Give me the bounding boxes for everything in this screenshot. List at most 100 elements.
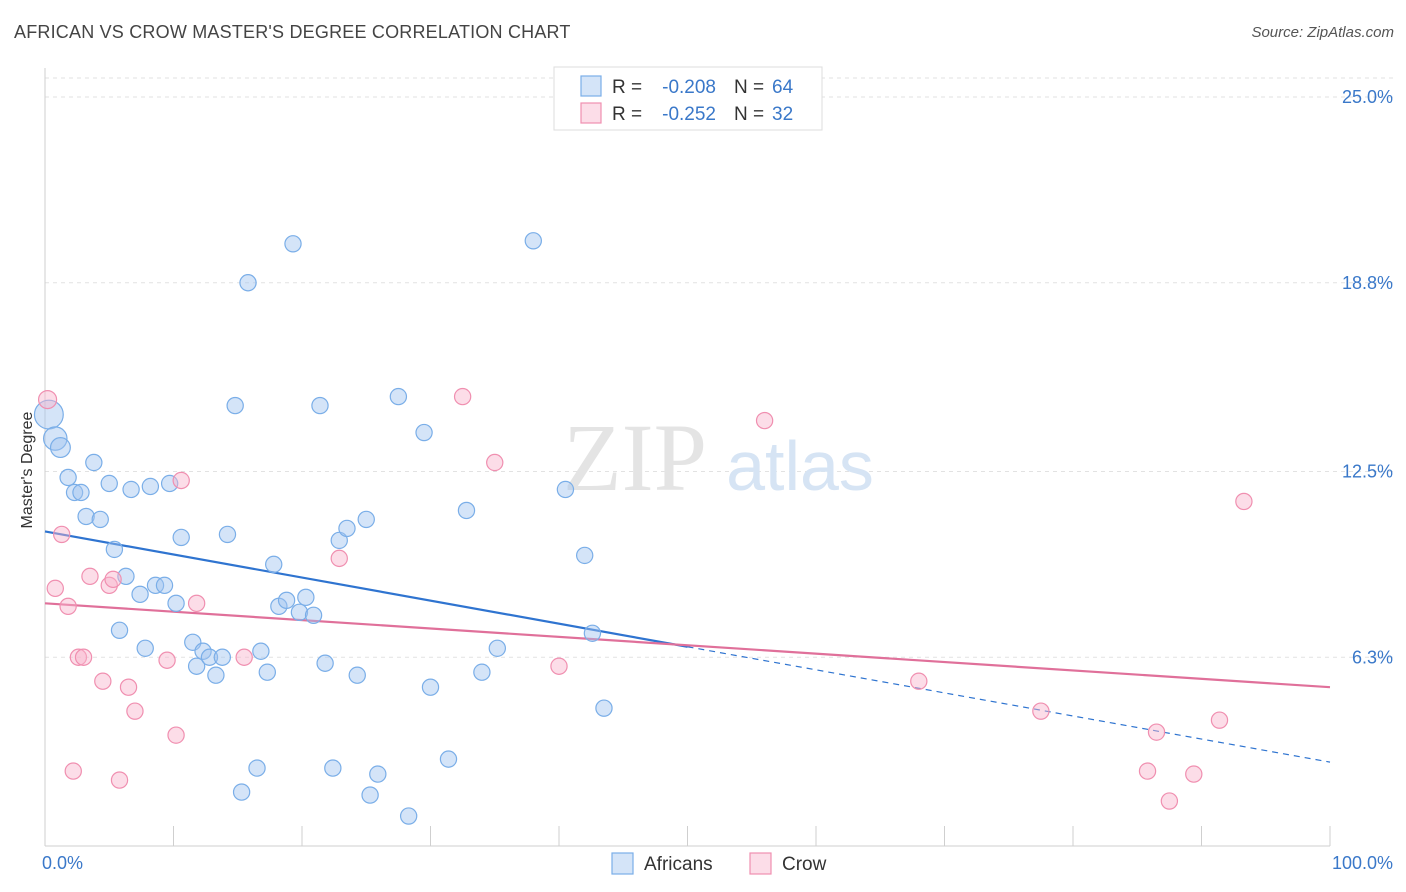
point-africans — [304, 606, 323, 625]
point-crow — [235, 648, 253, 666]
point-crow — [126, 702, 144, 720]
y-tick-label: 6.3% — [1352, 647, 1393, 667]
point-africans — [49, 437, 71, 459]
point-africans — [389, 387, 408, 406]
point-africans — [316, 654, 334, 672]
point-crow — [172, 471, 190, 490]
point-crow — [1032, 702, 1050, 720]
point-africans — [59, 468, 77, 487]
point-africans — [258, 663, 277, 681]
legend-n-label: N = — [734, 77, 764, 98]
point-africans — [248, 759, 266, 777]
point-crow — [158, 651, 176, 669]
point-crow — [453, 387, 472, 406]
point-crow — [167, 726, 185, 744]
point-africans — [213, 648, 232, 666]
x-tick-label: 0.0% — [42, 853, 83, 873]
point-africans — [167, 594, 185, 613]
legend-stats: R = -0.208 N = 64 R = -0.252 N = 32 — [553, 66, 823, 131]
point-africans — [172, 528, 190, 547]
point-africans — [583, 624, 602, 642]
watermark-zip: ZIP — [563, 404, 707, 511]
point-crow — [1235, 492, 1253, 511]
point-crow — [94, 672, 112, 690]
point-africans — [105, 540, 124, 559]
legend-r-value: -0.252 — [662, 104, 716, 125]
point-africans — [297, 588, 315, 607]
point-africans — [439, 750, 458, 768]
point-africans — [252, 642, 270, 660]
point-africans — [421, 678, 440, 696]
legend-label-crow: Crow — [782, 854, 827, 875]
point-africans — [91, 510, 109, 529]
point-africans — [239, 274, 257, 292]
point-africans — [277, 591, 296, 610]
trend-line-africans — [44, 530, 688, 648]
point-africans — [265, 555, 283, 574]
legend-box — [553, 66, 823, 131]
trend-line-extension-africans — [687, 646, 1331, 763]
point-africans — [595, 699, 613, 717]
data-points — [33, 232, 1253, 825]
point-africans — [207, 666, 225, 684]
point-africans — [136, 639, 154, 657]
legend-r-label: R = — [612, 104, 642, 125]
point-africans — [194, 642, 212, 660]
point-africans — [348, 666, 366, 684]
point-africans — [311, 396, 329, 415]
point-crow — [1138, 762, 1157, 780]
tick-labels: 6.3% 12.5% 18.8% 25.0% 0.0% 100.0% — [42, 87, 1393, 873]
legend-series: Africans Crow — [611, 852, 827, 875]
point-africans — [457, 501, 476, 520]
point-africans — [110, 621, 129, 639]
legend-swatch-africans — [580, 75, 602, 97]
point-crow — [1210, 711, 1229, 729]
point-africans — [399, 807, 418, 825]
point-crow — [486, 453, 504, 472]
point-africans — [576, 546, 594, 565]
point-africans — [290, 603, 309, 622]
point-africans — [369, 765, 387, 783]
legend-r-label: R = — [612, 77, 642, 98]
point-africans — [357, 510, 375, 529]
point-crow — [81, 567, 99, 586]
point-crow — [330, 549, 348, 568]
point-africans — [117, 567, 135, 586]
point-africans — [131, 585, 149, 604]
point-africans — [338, 519, 356, 538]
y-tick-label: 25.0% — [1342, 87, 1393, 107]
point-africans — [232, 783, 251, 801]
point-africans — [361, 786, 379, 804]
point-africans — [146, 576, 165, 595]
point-africans — [100, 474, 118, 493]
point-crow — [74, 648, 93, 666]
trend-lines — [44, 530, 1331, 763]
point-africans — [155, 576, 174, 595]
point-africans — [473, 663, 491, 681]
y-tick-label: 18.8% — [1342, 273, 1393, 293]
point-africans — [141, 477, 160, 496]
point-africans — [77, 507, 95, 526]
point-crow — [53, 525, 71, 544]
point-africans — [187, 657, 206, 675]
trend-line-crow — [44, 602, 1331, 689]
legend-swatch-crow — [580, 102, 602, 124]
point-crow — [119, 678, 138, 696]
point-africans — [524, 232, 543, 250]
point-africans — [72, 483, 90, 502]
legend-swatch-crow — [749, 852, 772, 875]
point-crow — [37, 389, 58, 410]
point-africans — [200, 648, 219, 666]
point-crow — [110, 771, 129, 789]
point-africans — [415, 423, 433, 442]
point-africans — [65, 483, 84, 502]
point-crow — [1160, 792, 1179, 810]
legend-r-value: -0.208 — [662, 77, 716, 98]
point-crow — [1185, 765, 1203, 783]
source-note: Source: ZipAtlas.com — [1251, 24, 1394, 41]
legend-n-label: N = — [734, 104, 764, 125]
point-crow — [104, 570, 122, 589]
legend-n-value: 64 — [772, 77, 794, 98]
point-africans — [122, 480, 140, 499]
